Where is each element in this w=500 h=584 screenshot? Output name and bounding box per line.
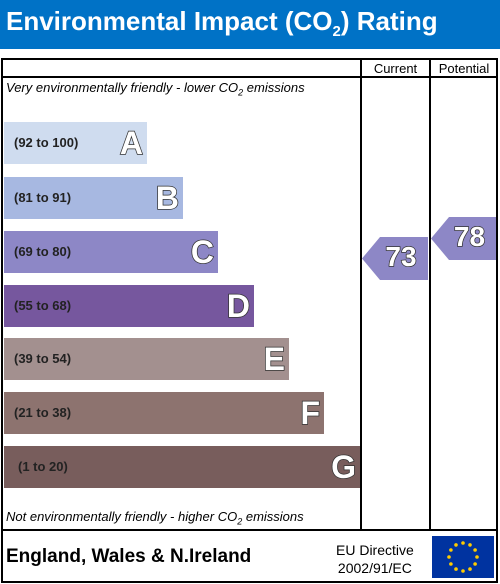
current-rating-arrow: 73 [362, 237, 428, 280]
band-range: (39 to 54) [14, 351, 72, 366]
directive-line2: 2002/91/EC [337, 560, 412, 576]
arrow-shape [431, 217, 496, 260]
potential-rating-value: 78 [453, 220, 486, 253]
divider-potential [429, 58, 431, 531]
region-label: England, Wales & N.Ireland [6, 546, 252, 567]
header-row-line [1, 76, 498, 78]
footer-row-line [1, 529, 498, 531]
eu-directive: EU Directive 2002/91/EC [336, 541, 414, 577]
current-rating-value: 73 [385, 240, 418, 273]
top-note: Very environmentally friendly - lower CO… [6, 80, 305, 98]
potential-rating-arrow: 78 [431, 217, 496, 260]
band-range: (92 to 100) [14, 135, 79, 150]
band-range: (21 to 38) [14, 405, 72, 420]
band-range: (81 to 91) [14, 190, 72, 205]
band-d: (55 to 68) D [4, 285, 254, 327]
band-g: (1 to 20) G [4, 446, 360, 488]
column-header-potential: Potential [438, 61, 490, 76]
rating-table-frame [1, 58, 498, 583]
directive-line1: EU Directive [336, 542, 414, 558]
band-letter: D [226, 287, 251, 325]
band-a: (92 to 100) A [4, 122, 147, 164]
band-range: (55 to 68) [14, 298, 72, 313]
band-letter: B [155, 179, 180, 217]
band-letter: E [263, 340, 286, 378]
band-letter: G [330, 448, 356, 486]
arrow-shape [362, 237, 428, 280]
eu-flag-icon [432, 536, 494, 578]
band-f: (21 to 38) F [4, 392, 324, 434]
band-range: (1 to 20) [18, 459, 68, 474]
band-c: (69 to 80) C [4, 231, 218, 273]
band-e: (39 to 54) E [4, 338, 289, 380]
band-b: (81 to 91) B [4, 177, 183, 219]
bottom-note: Not environmentally friendly - higher CO… [6, 509, 304, 527]
band-range: (69 to 80) [14, 244, 72, 259]
band-letter: C [190, 233, 215, 271]
band-letter: A [119, 124, 144, 162]
column-header-current: Current [373, 61, 418, 76]
header-bar: Environmental Impact (CO2) Rating [0, 0, 500, 49]
page-title: Environmental Impact (CO2) Rating [6, 6, 438, 41]
divider-current [360, 58, 362, 531]
band-letter: F [300, 394, 321, 432]
